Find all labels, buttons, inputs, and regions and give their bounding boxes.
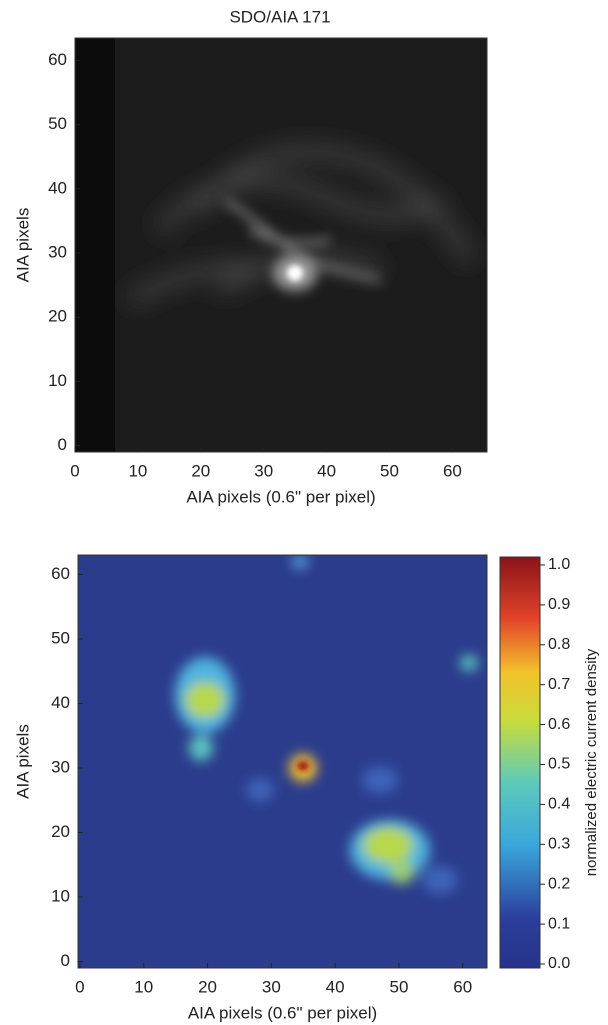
y-tick-label: 40 [48,178,67,197]
x-axis-label: AIA pixels (0.6" per pixel) [186,487,375,506]
colorbar-tick-label: 0.5 [548,756,570,773]
x-tick-label: 50 [389,977,408,996]
colorbar-tick-label: 0.6 [548,716,570,733]
colorbar-tick-label: 0.2 [548,875,570,892]
y-tick-label: 0 [61,951,70,970]
y-tick-label: 60 [51,564,70,583]
x-tick-label: 40 [326,977,345,996]
x-tick-label: 40 [317,461,336,480]
x-tick-label: 30 [262,977,281,996]
y-axis-label: AIA pixels [13,724,32,799]
colorbar-tick-label: 0.0 [548,955,570,972]
x-tick-label: 50 [380,461,399,480]
x-axis-label: AIA pixels (0.6" per pixel) [188,1003,377,1022]
x-tick-label: 10 [128,461,147,480]
colorbar-tick-label: 0.8 [548,636,570,653]
x-tick-label: 20 [198,977,217,996]
colorbar-tick-label: 0.7 [548,676,570,693]
y-tick-label: 20 [51,822,70,841]
colorbar-tick-label: 0.9 [548,596,570,613]
y-tick-label: 60 [48,50,67,69]
plot-frame [77,554,488,969]
colorbar-tick-label: 0.4 [548,796,570,813]
y-tick-label: 40 [51,693,70,712]
y-axis-label: AIA pixels [13,208,32,283]
colorbar-tick-label: 1.0 [548,556,570,573]
x-tick-label: 0 [75,977,84,996]
x-tick-label: 60 [453,977,472,996]
y-tick-label: 50 [51,628,70,647]
plot-frame [74,37,488,453]
colorbar [499,556,541,969]
y-tick-label: 50 [48,114,67,133]
y-tick-label: 10 [48,371,67,390]
current-density-image [78,555,487,968]
colorbar-tick-label: 0.1 [548,915,570,932]
x-tick-label: 10 [134,977,153,996]
colorbar-tick-label: 0.3 [548,836,570,853]
y-tick-label: 10 [51,887,70,906]
x-tick-label: 0 [70,461,79,480]
y-tick-label: 0 [58,435,67,454]
x-tick-label: 60 [443,461,462,480]
y-tick-label: 20 [48,307,67,326]
x-tick-label: 30 [254,461,273,480]
y-tick-label: 30 [51,757,70,776]
y-tick-label: 30 [48,243,67,262]
colorbar-label: normalized electric current density [583,648,600,876]
x-tick-label: 20 [191,461,210,480]
chart-title: SDO/AIA 171 [229,7,330,26]
aia-image [75,38,487,452]
